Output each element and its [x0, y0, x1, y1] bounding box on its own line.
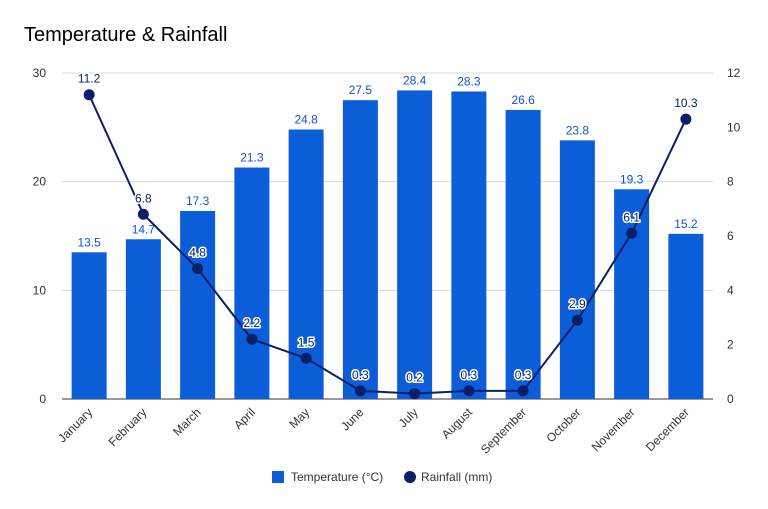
bar: [180, 211, 216, 399]
rainfall-point: [300, 352, 312, 364]
x-category-label: August: [439, 405, 476, 442]
bar-data-label: 21.3: [240, 151, 264, 165]
bar: [125, 239, 161, 399]
rainfall-data-label: 10.3: [674, 96, 698, 110]
x-category-label: November: [589, 405, 638, 454]
legend-swatch-rainfall: [404, 471, 416, 483]
y-right-tick-label: 8: [727, 175, 734, 189]
y-right-tick-label: 0: [727, 392, 734, 406]
bar: [505, 109, 541, 400]
x-category-label: January: [55, 405, 95, 445]
rainfall-point: [571, 314, 583, 326]
rainfall-data-label: 11.2: [78, 72, 101, 86]
bar-data-label: 24.8: [294, 113, 318, 127]
rainfall-data-label: 0.3: [515, 368, 532, 382]
x-category-label: September: [478, 405, 529, 456]
x-category-label: May: [286, 405, 312, 431]
y-right-tick-label: 2: [727, 338, 734, 352]
x-category-label: April: [231, 405, 258, 432]
rainfall-point: [83, 89, 95, 101]
x-category-label: June: [338, 405, 367, 434]
rainfall-point: [246, 333, 258, 345]
bar: [397, 90, 433, 400]
rainfall-point: [409, 388, 421, 400]
bar-data-label: 26.6: [511, 93, 535, 107]
x-category-label: March: [170, 405, 203, 438]
bar: [234, 167, 270, 399]
x-category-label: July: [396, 405, 421, 430]
x-category-label: October: [543, 405, 583, 445]
y-left-tick-label: 10: [33, 283, 47, 297]
bar-data-label: 28.4: [403, 73, 427, 87]
rainfall-data-label: 2.2: [244, 316, 261, 330]
bar-data-label: 13.5: [77, 235, 101, 249]
y-right-tick-label: 12: [727, 66, 741, 80]
rainfall-point: [680, 113, 692, 125]
bar: [451, 91, 487, 400]
chart-title: Temperature & Rainfall: [24, 24, 228, 46]
bar: [614, 189, 650, 399]
y-right-tick-label: 6: [727, 229, 734, 243]
bar-data-label: 14.7: [132, 222, 156, 236]
bar-data-label: 17.3: [186, 194, 210, 208]
y-left-tick-label: 20: [33, 175, 47, 189]
rainfall-data-label: 1.5: [298, 335, 315, 349]
rainfall-data-label: 6.8: [135, 191, 152, 205]
bar-data-label: 28.3: [457, 74, 481, 88]
rainfall-point: [463, 385, 475, 397]
y-left-tick-label: 0: [39, 392, 46, 406]
bar: [559, 140, 595, 399]
rainfall-data-label: 0.3: [352, 368, 369, 382]
rainfall-point: [626, 227, 638, 239]
y-left-tick-label: 30: [33, 66, 47, 80]
bar-data-label: 19.3: [620, 172, 644, 186]
rainfall-data-label: 4.8: [189, 246, 206, 260]
rainfall-data-label: 0.3: [461, 368, 478, 382]
bar: [71, 252, 107, 399]
rainfall-point: [192, 263, 204, 275]
bar-data-label: 15.2: [674, 217, 698, 231]
x-category-label: February: [106, 405, 150, 449]
bar-data-label: 23.8: [566, 123, 590, 137]
legend-label-rainfall: Rainfall (mm): [421, 470, 492, 484]
rainfall-line: [88, 94, 687, 395]
bar: [668, 233, 704, 399]
rainfall-point: [517, 385, 529, 397]
legend-swatch-temperature: [272, 471, 284, 483]
bar: [342, 100, 378, 400]
rainfall-data-label: 2.9: [569, 297, 586, 311]
rainfall-data-label: 0.2: [406, 371, 423, 385]
y-right-tick-label: 10: [727, 120, 741, 134]
rainfall-point: [137, 208, 149, 220]
bar-data-label: 27.5: [349, 83, 373, 97]
y-right-tick-label: 4: [727, 283, 734, 297]
x-category-label: December: [643, 405, 692, 454]
legend-label-temperature: Temperature (°C): [291, 470, 383, 484]
rainfall-point: [354, 385, 366, 397]
rainfall-data-label: 6.1: [623, 210, 640, 224]
